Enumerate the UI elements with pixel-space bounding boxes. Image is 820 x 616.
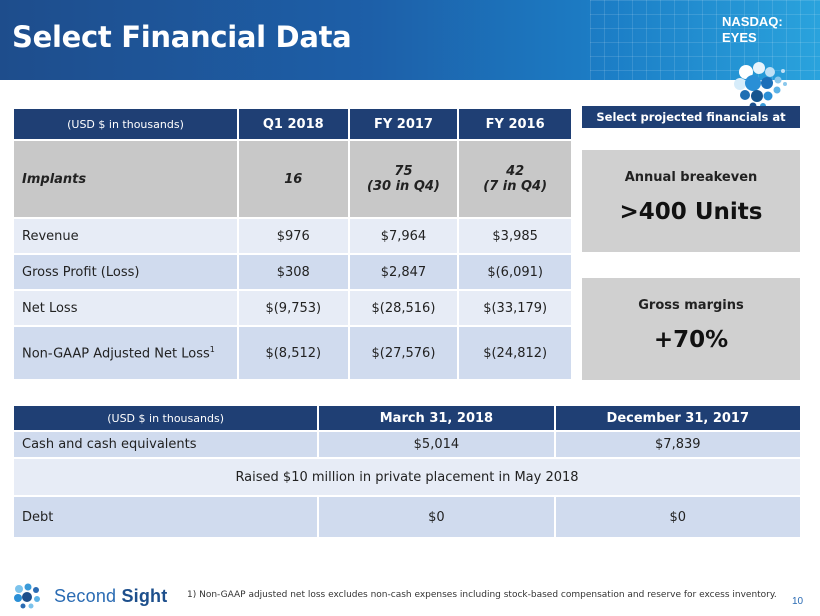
page-number: 10 (792, 596, 804, 607)
ticker-symbol: EYES (722, 30, 757, 45)
table-row-gross-profit: Gross Profit (Loss) $308 $2,847 $(6,091) (12, 253, 573, 291)
projections-header: Select projected financials at scale (582, 106, 800, 146)
cell-december-2017: $0 (553, 495, 803, 539)
ticker-exchange: NASDAQ: (722, 14, 783, 29)
table-row-revenue: Revenue $976 $7,964 $3,985 (12, 217, 573, 255)
row-label-cell: Non-GAAP Adjusted Net Loss1 (12, 325, 239, 381)
breakeven-value: >400 Units (619, 199, 763, 225)
cell-q1-2018: $(9,753) (236, 289, 350, 327)
cell-q1-2018: $976 (236, 217, 350, 255)
logo-word-second: Second (54, 586, 117, 606)
cell-implants-fy2016: 42 (7 in Q4) (457, 139, 573, 219)
row-label: Gross Profit (Loss) (12, 253, 239, 291)
cell-implants-q1-2018: 16 (236, 139, 350, 219)
col-header-fy2016: FY 2016 (457, 107, 573, 141)
page-title: Select Financial Data (12, 20, 352, 54)
units-header: (USD $ in thousands) (11, 404, 320, 432)
title-banner: Select Financial Data NASDAQ: EYES (0, 0, 820, 80)
cell-fy2016: $(33,179) (457, 289, 573, 327)
gross-margin-value: +70% (653, 327, 729, 353)
table-row-debt: Debt $0 $0 (11, 495, 803, 539)
row-label: Non-GAAP Adjusted Net Loss (22, 346, 210, 362)
logo-dots-icon (14, 583, 40, 609)
logo-word-sight: Sight (121, 586, 168, 606)
breakeven-label: Annual breakeven (624, 170, 758, 185)
cell-fy2017: $(27,576) (347, 325, 460, 381)
cell-fy2016: $3,985 (457, 217, 573, 255)
col-header-fy2017: FY 2017 (347, 107, 460, 141)
col-header-q1-2018: Q1 2018 (236, 107, 350, 141)
banner-grid-pattern (590, 0, 820, 80)
cell-fy2017: $(28,516) (347, 289, 460, 327)
balance-sheet-table: (USD $ in thousands) March 31, 2018 Dece… (11, 404, 803, 539)
table-row-implants: Implants 16 75 (30 in Q4) 42 (7 in Q4) (12, 139, 573, 219)
implants-fy2016-q4: (7 in Q4) (483, 179, 548, 194)
table-row-placement-note: Raised $10 million in private placement … (12, 457, 802, 497)
units-header: (USD $ in thousands) (12, 107, 239, 141)
table-row-cash: Cash and cash equivalents $5,014 $7,839 (11, 430, 803, 459)
cell-q1-2018: $(8,512) (236, 325, 350, 381)
cell-q1-2018: $308 (236, 253, 350, 291)
breakeven-box: Annual breakeven >400 Units (582, 150, 800, 252)
cell-december-2017: $7,839 (553, 430, 803, 459)
implants-fy2017-total: 75 (394, 164, 413, 179)
cell-fy2016: $(6,091) (457, 253, 573, 291)
footnote-marker: 1 (209, 344, 215, 354)
table-header-row: (USD $ in thousands) March 31, 2018 Dece… (11, 404, 803, 432)
table-row-non-gaap-net-loss: Non-GAAP Adjusted Net Loss1 $(8,512) $(2… (12, 325, 573, 381)
logo-wordmark: Second Sight (54, 586, 167, 607)
cell-march-2018: $5,014 (317, 430, 556, 459)
cell-fy2017: $7,964 (347, 217, 460, 255)
col-header-december-2017: December 31, 2017 (553, 404, 803, 432)
cell-march-2018: $0 (317, 495, 556, 539)
gross-margin-label: Gross margins (638, 298, 744, 313)
row-label: Cash and cash equivalents (11, 430, 320, 459)
row-label: Debt (11, 495, 320, 539)
table-row-net-loss: Net Loss $(9,753) $(28,516) $(33,179) (12, 289, 573, 327)
implants-fy2017-q4: (30 in Q4) (367, 179, 440, 194)
footnote: 1) Non-GAAP adjusted net loss excludes n… (187, 590, 777, 600)
implants-fy2016-total: 42 (506, 164, 525, 179)
row-label: Net Loss (12, 289, 239, 327)
placement-note: Raised $10 million in private placement … (12, 457, 802, 497)
table-header-row: (USD $ in thousands) Q1 2018 FY 2017 FY … (12, 107, 573, 141)
col-header-march-2018: March 31, 2018 (317, 404, 556, 432)
ticker-label: NASDAQ: EYES (722, 14, 783, 46)
company-logo: Second Sight (10, 580, 170, 610)
cell-implants-fy2017: 75 (30 in Q4) (347, 139, 460, 219)
financial-performance-table: (USD $ in thousands) Q1 2018 FY 2017 FY … (12, 107, 573, 381)
row-label: Revenue (12, 217, 239, 255)
row-label-implants: Implants (12, 139, 239, 219)
cell-fy2016: $(24,812) (457, 325, 573, 381)
cell-fy2017: $2,847 (347, 253, 460, 291)
gross-margin-box: Gross margins +70% (582, 278, 800, 380)
